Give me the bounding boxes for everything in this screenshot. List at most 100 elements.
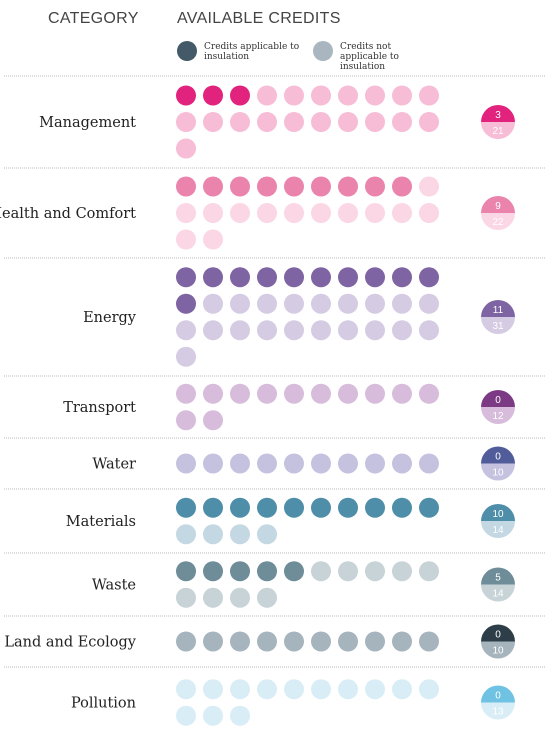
credit-dot-not-applicable xyxy=(311,679,331,700)
credit-dot-not-applicable xyxy=(419,320,439,341)
credit-dot-applicable xyxy=(392,176,412,197)
credit-dot-not-applicable xyxy=(284,679,304,700)
credit-dot-applicable xyxy=(176,293,196,314)
credit-dot-not-applicable xyxy=(257,383,277,404)
credit-dot-not-applicable xyxy=(392,293,412,314)
credit-dot-not-applicable xyxy=(284,320,304,341)
credit-dot-applicable xyxy=(176,497,196,518)
applicable-count-label: 0 xyxy=(495,452,501,463)
credit-dot-not-applicable xyxy=(284,85,304,106)
credit-dot-not-applicable xyxy=(338,383,358,404)
credit-dot-not-applicable xyxy=(365,85,385,106)
applicable-count-label: 5 xyxy=(495,573,501,584)
credit-dot-applicable xyxy=(230,497,250,518)
credit-dot-not-applicable xyxy=(230,524,250,545)
credit-dot-applicable xyxy=(338,176,358,197)
credit-dot-not-applicable xyxy=(419,631,439,652)
credit-dot-applicable xyxy=(419,497,439,518)
credit-dot-not-applicable xyxy=(392,561,412,582)
credit-dot-applicable xyxy=(365,497,385,518)
credit-dot-not-applicable xyxy=(338,293,358,314)
credit-dot-applicable xyxy=(257,497,277,518)
total-count-label: 14 xyxy=(492,525,504,536)
total-count-label: 21 xyxy=(492,126,504,137)
total-count-label: 22 xyxy=(492,217,504,228)
credit-count-badge: 010 xyxy=(481,446,515,481)
credit-dot-not-applicable xyxy=(176,524,196,545)
credit-count-badge: 922 xyxy=(481,196,515,230)
legend-not-applicable: Credits not applicable to insulation xyxy=(313,41,440,72)
credit-dot-not-applicable xyxy=(284,112,304,132)
category-label: Health and Comfort xyxy=(0,206,136,222)
legend-not-applicable-label: Credits not applicable to insulation xyxy=(340,42,399,72)
credit-dot-applicable xyxy=(365,267,385,288)
badge-top-half xyxy=(481,504,515,521)
applicable-count-label: 0 xyxy=(495,630,501,641)
credit-dot-not-applicable xyxy=(338,203,358,223)
credit-dot-not-applicable xyxy=(311,320,331,341)
credit-dot-not-applicable xyxy=(284,293,304,314)
badge-bottom-half xyxy=(481,641,515,659)
credit-dot-not-applicable xyxy=(392,203,412,223)
total-count-label: 10 xyxy=(492,468,504,479)
credit-dot-applicable xyxy=(176,561,196,582)
credit-dot-not-applicable xyxy=(392,631,412,652)
category-label: Energy xyxy=(83,310,137,326)
applicable-count-label: 11 xyxy=(493,305,504,316)
credit-dot-not-applicable xyxy=(365,203,385,223)
badge-bottom-half xyxy=(481,463,515,481)
credit-dot-not-applicable xyxy=(203,410,223,431)
badge-bottom-half xyxy=(481,584,515,602)
credit-dot-applicable xyxy=(203,267,223,288)
credit-dot-applicable xyxy=(230,561,250,582)
total-count-label: 13 xyxy=(492,707,504,718)
credit-dot-not-applicable xyxy=(284,453,304,474)
credit-dot-not-applicable xyxy=(365,383,385,404)
badge-top-half xyxy=(481,300,515,317)
credit-dot-not-applicable xyxy=(311,293,331,314)
credit-dot-not-applicable xyxy=(257,631,277,652)
credit-dot-not-applicable xyxy=(338,112,358,132)
credit-dot-not-applicable xyxy=(419,85,439,106)
credit-dot-applicable xyxy=(230,176,250,197)
credit-dot-not-applicable xyxy=(365,561,385,582)
credit-dot-not-applicable xyxy=(203,293,223,314)
credit-dot-not-applicable xyxy=(338,320,358,341)
credit-dot-applicable xyxy=(311,267,331,288)
credit-dot-not-applicable xyxy=(176,203,196,223)
badge-top-half xyxy=(481,196,515,213)
credit-dot-not-applicable xyxy=(203,631,223,652)
credit-dot-applicable xyxy=(338,267,358,288)
credit-dot-not-applicable xyxy=(257,85,277,106)
total-count-label: 31 xyxy=(492,321,504,332)
credit-dot-applicable xyxy=(257,176,277,197)
credit-dot-applicable xyxy=(284,267,304,288)
credit-dot-not-applicable xyxy=(365,631,385,652)
category-label: Land and Ecology xyxy=(4,635,136,651)
credit-dot-not-applicable xyxy=(176,229,196,250)
credit-dot-not-applicable xyxy=(419,176,439,197)
badge-top-half xyxy=(481,685,515,703)
credit-dot-not-applicable xyxy=(338,631,358,652)
credit-dot-applicable xyxy=(311,176,331,197)
credit-dot-not-applicable xyxy=(419,679,439,700)
credit-dot-not-applicable xyxy=(176,679,196,700)
credit-dot-not-applicable xyxy=(176,453,196,474)
credit-dot-not-applicable xyxy=(392,383,412,404)
applicable-count-label: 0 xyxy=(495,395,501,406)
credit-dot-applicable xyxy=(203,497,223,518)
credit-dot-not-applicable xyxy=(203,112,223,132)
credit-dot-applicable xyxy=(176,85,196,106)
applicable-count-label: 9 xyxy=(495,201,501,212)
legend-applicable-dot xyxy=(177,41,197,61)
credit-dot-applicable xyxy=(176,176,196,197)
credit-dot-not-applicable xyxy=(311,383,331,404)
credit-dot-not-applicable xyxy=(311,85,331,106)
credit-dot-not-applicable xyxy=(230,587,250,608)
credit-dot-not-applicable xyxy=(365,293,385,314)
credit-dot-not-applicable xyxy=(230,631,250,652)
credit-dot-applicable xyxy=(230,267,250,288)
credit-dot-not-applicable xyxy=(257,112,277,132)
credit-dot-not-applicable xyxy=(257,453,277,474)
